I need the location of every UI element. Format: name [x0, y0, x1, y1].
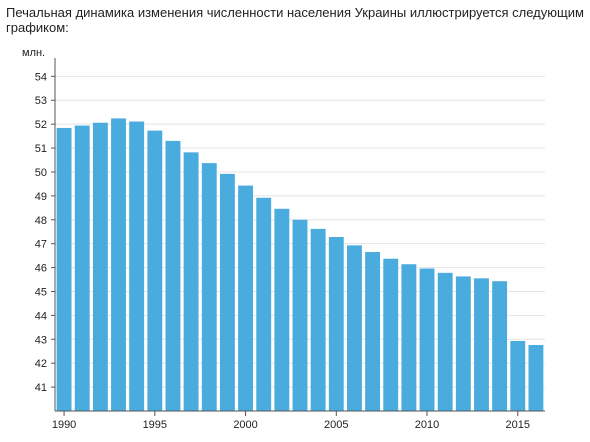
- bar-1997: [183, 152, 199, 411]
- bar-1999: [219, 173, 235, 411]
- bar-2006: [347, 245, 362, 411]
- y-tick-label-42: 42: [35, 358, 47, 370]
- bar-2016: [528, 345, 544, 411]
- chart-caption: Печальная динамика изменения численности…: [6, 5, 584, 35]
- y-tick-label-48: 48: [35, 215, 47, 227]
- bar-2000: [238, 185, 253, 411]
- bar-1996: [165, 140, 181, 412]
- y-tick-label-46: 46: [35, 263, 47, 275]
- x-tick-label-2000: 2000: [233, 419, 257, 431]
- bar-2007: [365, 252, 381, 411]
- y-tick-label-45: 45: [35, 286, 47, 298]
- bar-2013: [474, 278, 489, 411]
- bar-2008: [383, 258, 399, 411]
- bar-2005: [328, 236, 344, 411]
- x-tick-label-1990: 1990: [52, 419, 76, 431]
- y-tick-label-44: 44: [35, 310, 47, 322]
- bar-1992: [92, 122, 108, 412]
- bar-2002: [274, 208, 290, 411]
- x-tick-label-1995: 1995: [143, 419, 167, 431]
- y-tick-label-49: 49: [35, 191, 47, 203]
- bar-2010: [419, 268, 435, 411]
- bar-1995: [147, 130, 163, 411]
- bar-2001: [256, 197, 272, 411]
- bars: [56, 118, 544, 412]
- bar-1993: [111, 118, 126, 411]
- y-axis-title: млн.: [22, 47, 45, 59]
- y-tick-label-50: 50: [35, 167, 47, 179]
- y-tick-label-43: 43: [35, 334, 47, 346]
- y-tick-label-52: 52: [35, 119, 47, 131]
- bar-2014: [492, 281, 508, 411]
- y-tick-label-41: 41: [35, 382, 47, 394]
- x-tick-label-2005: 2005: [324, 419, 348, 431]
- bar-1990: [56, 127, 72, 411]
- bar-1994: [129, 121, 145, 411]
- bar-1998: [201, 163, 217, 411]
- y-tick-label-47: 47: [35, 239, 47, 251]
- y-tick-label-54: 54: [35, 71, 47, 83]
- y-tick-label-53: 53: [35, 95, 47, 107]
- bar-2004: [310, 228, 326, 411]
- bar-1991: [74, 125, 90, 411]
- bar-2012: [455, 276, 471, 411]
- axes: 41 42 43 44 45 46 47 48 49 50 51 52 53 54 1990 1995 2000…: [35, 58, 545, 431]
- y-tick-label-51: 51: [35, 143, 47, 155]
- x-tick-label-2010: 2010: [415, 419, 439, 431]
- bar-2011: [437, 272, 453, 411]
- bar-2015: [510, 340, 526, 411]
- x-tick-label-2015: 2015: [506, 419, 530, 431]
- bar-2003: [292, 219, 308, 411]
- bar-2009: [401, 264, 417, 411]
